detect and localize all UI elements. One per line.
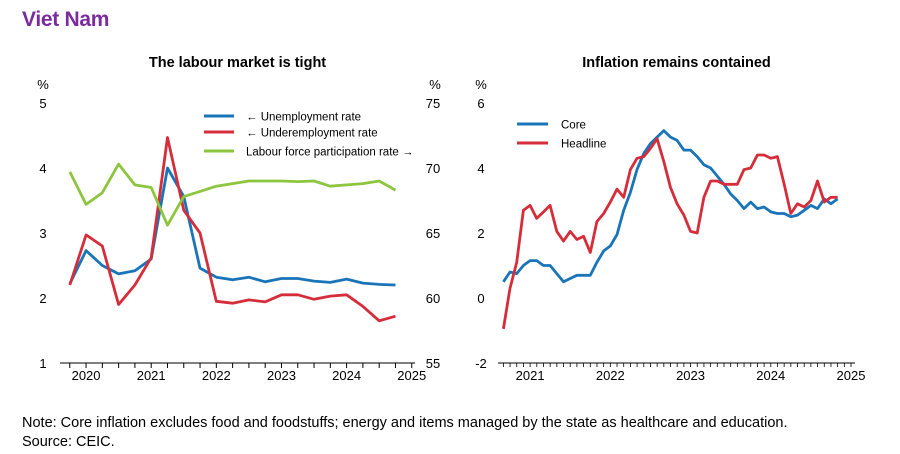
chart1-title: The labour market is tight <box>149 55 326 71</box>
chart1-x-tick-label: 2021 <box>137 368 166 383</box>
chart1-right-tick-label: 60 <box>426 291 440 306</box>
chart2-y-tick-label: 0 <box>477 291 484 306</box>
chart1-right-tick-label: 55 <box>426 356 440 371</box>
chart2-legend-label: Headline <box>561 139 606 151</box>
page-title: Viet Nam <box>22 8 110 31</box>
chart1-x-tick-label: 2024 <box>332 368 361 383</box>
chart2-y-unit: % <box>475 77 487 92</box>
chart2-y-tick-label: 2 <box>477 226 484 241</box>
chart1-x-tick-label: 2022 <box>202 368 231 383</box>
chart1-left-tick-label: 4 <box>39 161 46 176</box>
chart1-series-line-3 <box>68 162 397 227</box>
chart1-left-unit: % <box>37 77 49 92</box>
chart1-left-tick-label: 5 <box>39 96 46 111</box>
charts-canvas: The labour market is tight% %123455560657… <box>37 55 866 383</box>
chart2-y-tick-label: 4 <box>477 161 484 176</box>
chart1-x-tick-label: 2025 <box>397 368 426 383</box>
chart1-left-tick-label: 3 <box>39 226 46 241</box>
footnote: Note: Core inflation excludes food and f… <box>22 414 788 452</box>
chart1-right-unit: % <box>429 77 441 92</box>
chart2-series-line-1 <box>502 129 839 284</box>
chart1-left-tick-label: 2 <box>39 291 46 306</box>
source-text: Source: CEIC. <box>22 434 115 450</box>
chart1-x-tick-label: 2020 <box>72 368 101 383</box>
chart1-right-tick-label: 70 <box>426 161 440 176</box>
chart2-title: Inflation remains contained <box>582 55 771 71</box>
chart2-series-line-2 <box>502 137 838 330</box>
chart1-left-tick-label: 1 <box>39 356 46 371</box>
chart2-x-tick-label: 2021 <box>516 368 545 383</box>
chart1-legend-label: ← Unemployment rate <box>246 112 361 124</box>
chart2-x-tick-label: 2023 <box>676 368 705 383</box>
chart1-right-tick-label: 75 <box>426 96 440 111</box>
chart1-legend-label: ← Underemployment rate <box>246 128 378 140</box>
chart2-x-tick-label: 2022 <box>596 368 625 383</box>
chart2-x-tick-label: 2024 <box>756 368 785 383</box>
chart1-series-line-1 <box>68 166 396 287</box>
chart2-y-tick-label: 6 <box>477 96 484 111</box>
chart1-x-tick-label: 2023 <box>267 368 296 383</box>
chart2-x-tick-label: 2025 <box>837 368 866 383</box>
chart1-legend-label: Labour force participation rate → <box>246 147 413 159</box>
chart2-legend-label: Core <box>561 120 586 132</box>
chart2-y-tick-label: -2 <box>475 356 487 371</box>
chart1-series-line-2 <box>68 136 396 323</box>
note-text: Note: Core inflation excludes food and f… <box>22 415 788 431</box>
chart1-right-tick-label: 65 <box>426 226 440 241</box>
